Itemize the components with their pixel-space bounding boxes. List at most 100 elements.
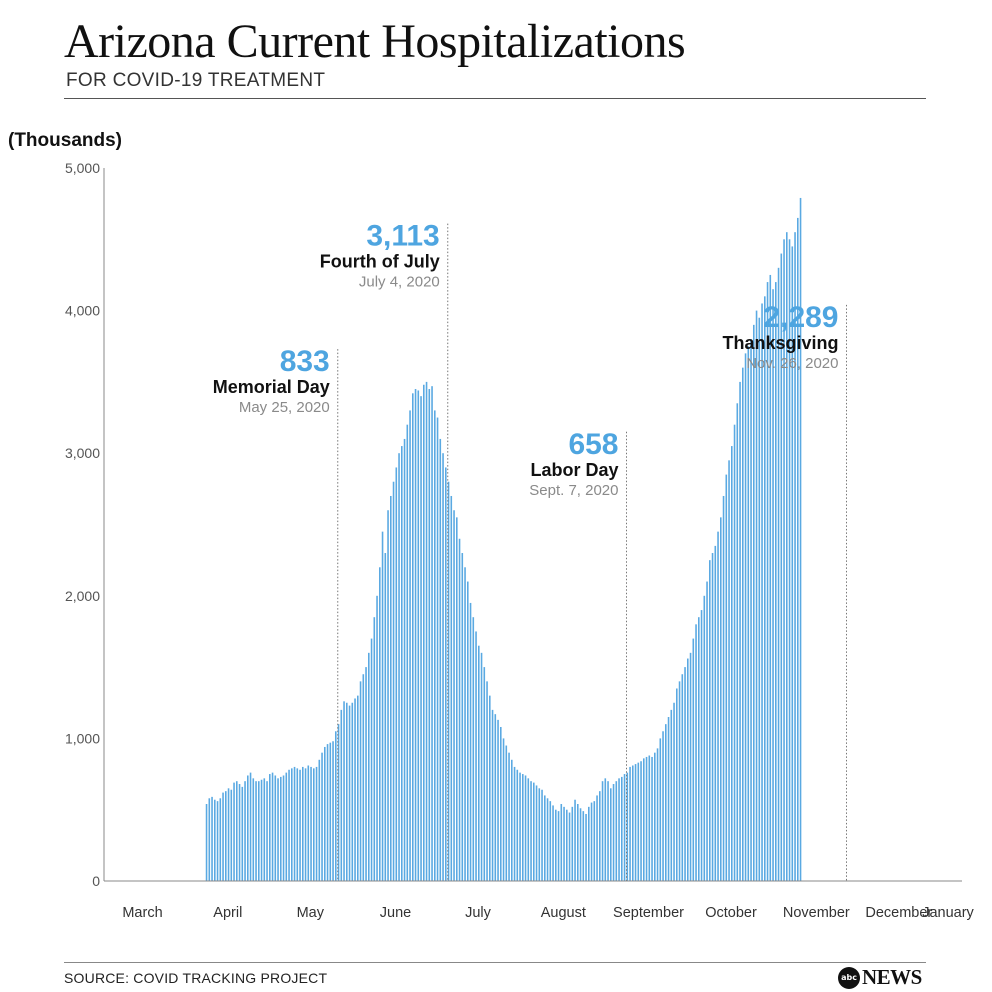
bar [315, 766, 318, 881]
bar [714, 545, 717, 881]
title-divider [64, 98, 926, 99]
bar [384, 553, 387, 881]
y-tick-label: 2,000 [65, 588, 100, 604]
bar [420, 396, 422, 881]
bar [684, 667, 686, 881]
bar [409, 410, 411, 881]
bar [769, 274, 772, 881]
bar [582, 811, 585, 881]
bar [750, 339, 752, 881]
bar [431, 386, 433, 881]
bar [692, 638, 695, 881]
bar [739, 381, 741, 881]
bar [560, 804, 563, 881]
bar [700, 610, 703, 881]
annotation-event: Fourth of July [320, 252, 440, 272]
bar [359, 681, 362, 881]
bar [247, 775, 249, 881]
bar [687, 658, 689, 881]
bar [571, 806, 574, 881]
bar [258, 781, 260, 881]
bar [461, 553, 464, 881]
bar [794, 232, 796, 882]
bar [676, 688, 678, 881]
abc-logo-badge: abc [838, 966, 860, 989]
bar [698, 617, 700, 881]
x-tick-label: March [122, 905, 162, 921]
bar [244, 781, 246, 881]
bar [321, 752, 323, 881]
bar [497, 719, 499, 881]
bar [522, 774, 524, 881]
bar [285, 772, 288, 881]
bar [643, 758, 645, 881]
bar [709, 560, 711, 881]
bar [362, 674, 365, 881]
bar [588, 806, 590, 881]
bar [398, 453, 400, 881]
bar [434, 410, 436, 881]
bar [797, 217, 799, 881]
bar [656, 748, 659, 881]
bar [788, 239, 791, 882]
bar [271, 772, 274, 881]
bar [390, 495, 392, 881]
bar [780, 253, 783, 881]
bar [379, 567, 381, 881]
bar [615, 781, 618, 881]
bar [277, 778, 279, 881]
bar [326, 744, 329, 881]
bars [205, 197, 802, 882]
bar [673, 702, 675, 881]
bar [722, 495, 725, 881]
x-tick-label: April [213, 905, 242, 921]
bar [662, 731, 664, 881]
bar [568, 812, 571, 881]
bar [654, 752, 656, 881]
bar [255, 781, 257, 881]
bar [648, 755, 651, 881]
bar [596, 795, 598, 881]
bar [288, 769, 290, 881]
bar [524, 775, 527, 881]
y-axis-unit-label: (Thousands) [8, 130, 122, 151]
bar [343, 701, 345, 881]
bar [533, 782, 535, 881]
bar [527, 778, 530, 881]
bar [766, 282, 769, 882]
bar [706, 581, 708, 881]
bar [689, 652, 692, 881]
x-tick-label: November [783, 905, 850, 921]
bar [755, 310, 758, 882]
bar [786, 232, 788, 882]
bar [216, 801, 219, 881]
bar [346, 702, 348, 881]
bar [370, 638, 373, 881]
bar [324, 746, 326, 881]
bar [731, 446, 733, 881]
bar [742, 367, 744, 881]
annotation-value: 2,289 [763, 301, 838, 334]
bar [777, 267, 780, 881]
annotation-date: Sept. 7, 2020 [529, 482, 618, 499]
bar [211, 796, 213, 881]
bar [395, 467, 398, 881]
bar [555, 809, 557, 881]
bar [601, 781, 604, 881]
bar [439, 438, 442, 881]
x-tick-label: June [380, 905, 411, 921]
bar [483, 667, 486, 881]
source-note: SOURCE: COVID TRACKING PROJECT [64, 970, 328, 986]
bar [775, 282, 777, 882]
bar [552, 805, 554, 881]
bar [513, 766, 516, 881]
bar [538, 788, 541, 881]
bar [425, 381, 428, 881]
bar [491, 709, 494, 881]
bar [541, 789, 543, 881]
bar [453, 510, 455, 881]
bar [436, 417, 439, 881]
bar [549, 801, 552, 881]
